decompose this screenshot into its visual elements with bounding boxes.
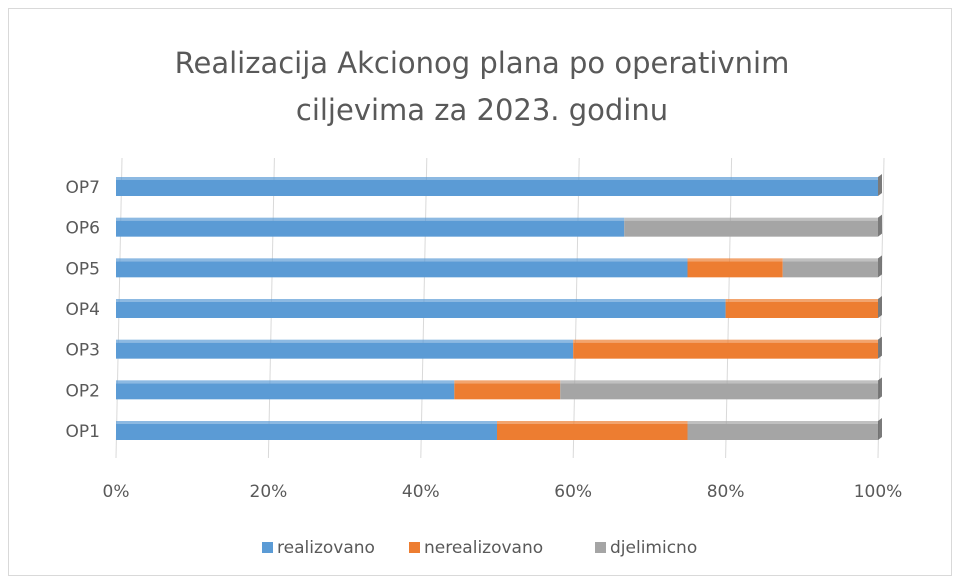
x-tick-label: 40% [402,482,440,502]
bar-top [116,299,726,302]
y-tick-label: OP5 [66,259,100,279]
bar-top [624,217,878,221]
bar-top [687,258,783,262]
bar-top [116,217,625,221]
bar-end [878,336,882,359]
y-tick-label: OP6 [66,219,100,239]
bar-end [878,174,882,196]
bar [573,342,878,359]
bar [782,261,878,278]
bar-top [116,339,574,343]
chart-frame [8,8,952,576]
bar-end [878,255,882,278]
bar-top [116,380,455,384]
bar [687,424,878,440]
bar-top [454,380,561,384]
bar [624,220,878,237]
bar [687,261,783,278]
x-tick-label: 20% [250,482,288,502]
legend-label: realizovano [277,538,375,558]
bar [116,180,878,196]
bar-top [116,258,688,262]
legend-swatch [409,542,420,553]
bar [116,261,688,278]
y-tick-label: OP4 [66,300,100,320]
bar [116,383,455,400]
x-tick-label: 60% [554,482,592,502]
bar [454,383,561,400]
bar-top [687,421,878,424]
bar-top [497,421,688,424]
bar-top [116,421,497,424]
chart-title: Realizacija Akcionog plana po operativni… [174,46,790,127]
y-tick-label: OP3 [66,341,100,361]
legend-swatch [595,542,606,553]
bar-end [878,418,882,440]
bar-end [878,296,882,318]
bar [497,424,688,440]
y-tick-label: OP7 [66,178,100,198]
bar [116,302,726,318]
legend-label: nerealizovano [424,538,543,558]
bar-top [560,380,878,384]
bar-top [725,299,878,302]
bar-end [878,377,882,400]
bar-end [878,214,882,237]
legend-swatch [262,542,273,553]
y-tick-label: OP2 [66,381,100,401]
x-tick-label: 80% [707,482,745,502]
bar [116,342,574,359]
x-tick-label: 0% [103,482,130,502]
y-tick-label: OP1 [66,422,100,442]
bar [560,383,878,400]
bar-top [116,177,878,180]
x-tick-label: 100% [854,482,903,502]
bar-top [573,339,878,343]
legend-label: djelimicno [610,538,697,558]
bar [116,424,497,440]
bar-top [782,258,878,262]
bar [116,220,625,237]
bar [725,302,878,318]
